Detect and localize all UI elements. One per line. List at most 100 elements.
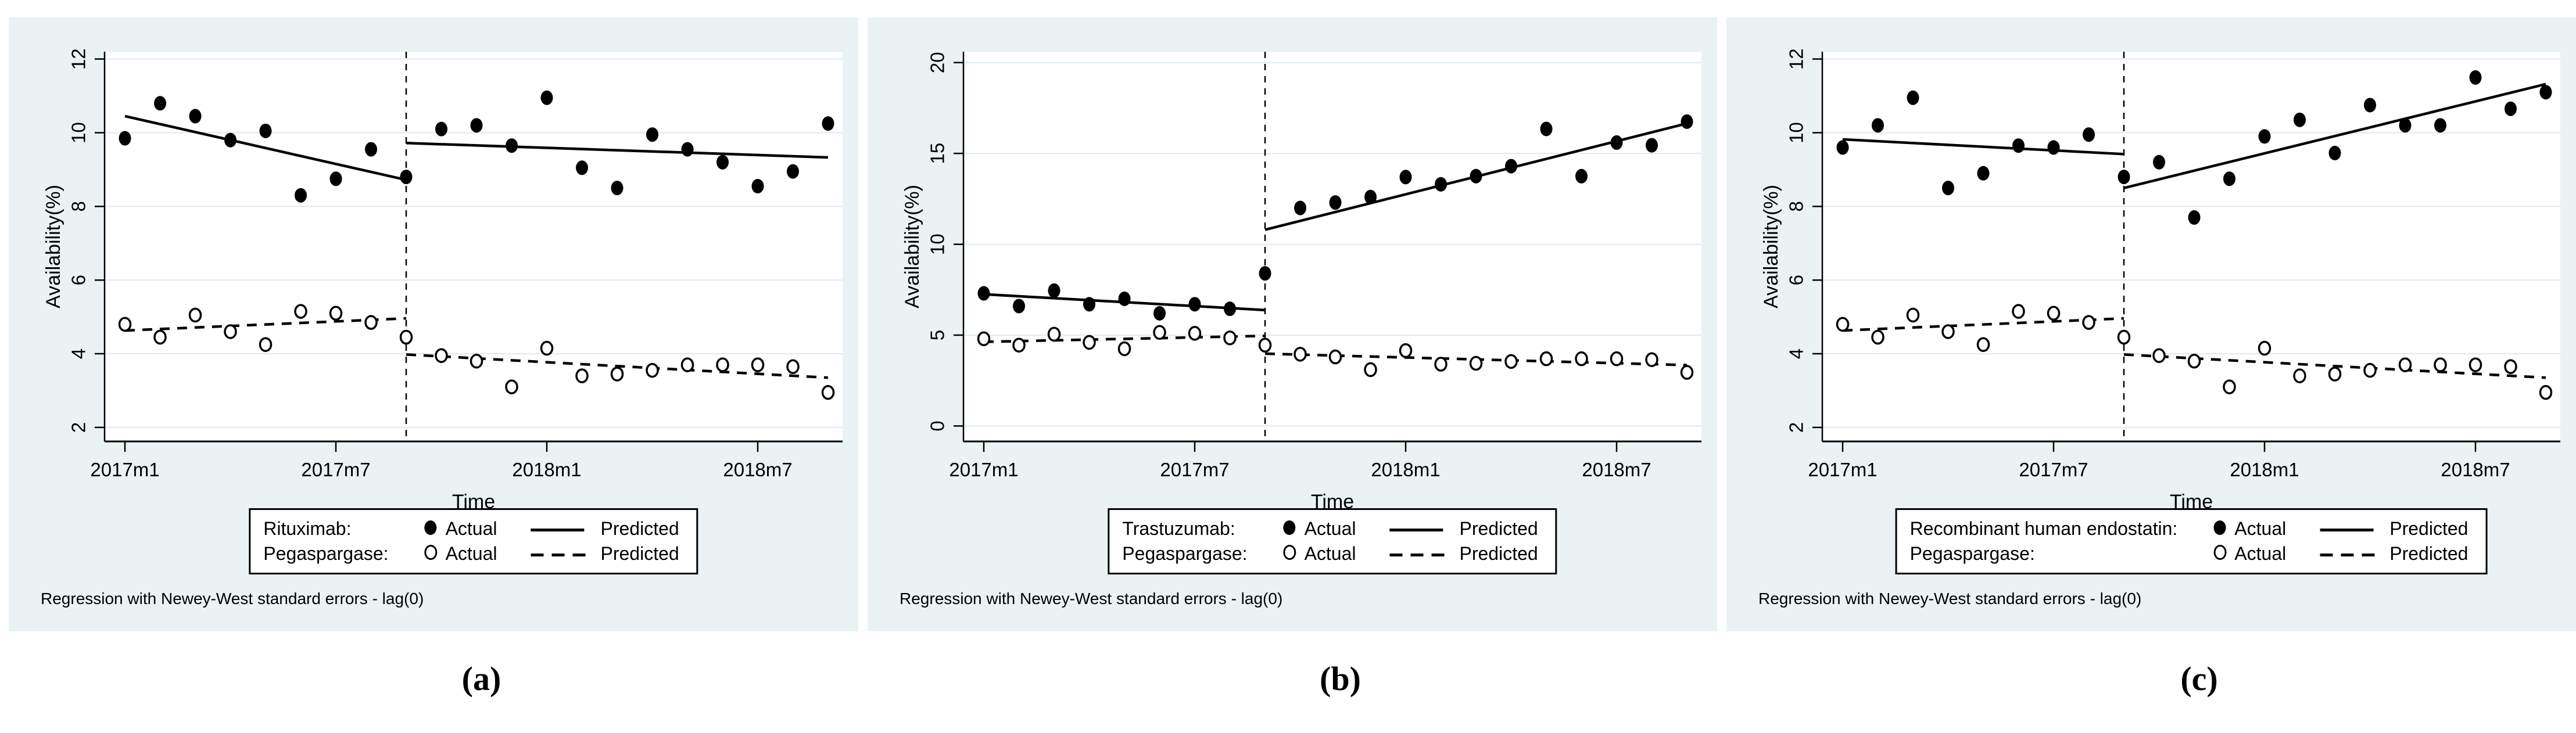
legend-box-c: Recombinant human endostatin: Actual Pre… [1895, 508, 2488, 574]
x-tick-label: 2018m1 [2230, 459, 2299, 480]
legend-row-drug1: Recombinant human endostatin: Actual Pre… [1910, 518, 2468, 540]
data-point-open [1083, 335, 1096, 350]
legend-actual-label: Actual [2234, 543, 2287, 564]
data-point-filled [1224, 301, 1236, 317]
data-point-open [716, 357, 729, 372]
data-point-filled [2328, 145, 2341, 160]
data-point-open [1610, 351, 1624, 366]
y-tick-label: 15 [927, 143, 948, 164]
data-point-filled [2083, 127, 2095, 142]
y-tick-label: 8 [68, 201, 89, 211]
data-point-open [188, 307, 202, 323]
data-point-filled [1329, 195, 1342, 210]
legend-row-drug1: Trastuzumab: Actual Predicted [1122, 518, 1538, 540]
data-point-open [2152, 348, 2166, 363]
data-point-open [505, 379, 518, 394]
x-tick-label: 2017m1 [90, 459, 159, 480]
data-point-filled [1188, 297, 1201, 312]
y-tick-label: 12 [1786, 48, 1807, 70]
legend-predicted-label: Predicted [600, 518, 679, 539]
y-tick-label: 12 [68, 48, 89, 70]
data-point-open [118, 317, 132, 332]
data-point-open [1012, 337, 1026, 353]
data-point-filled [1540, 121, 1553, 136]
panel-b: 0 5 10 15 20 2017m1 2017m7 2018m1 2018m7 Availabi… [868, 17, 1717, 631]
data-point-filled [1575, 168, 1588, 184]
data-point-filled [2469, 70, 2482, 85]
filled-circle-marker-icon [2213, 518, 2234, 540]
data-point-filled [1364, 189, 1377, 204]
regression-note: Regression with Newey-West standard erro… [1758, 590, 2142, 608]
data-point-filled [2258, 129, 2271, 144]
dashed-line-icon [531, 543, 601, 565]
data-point-filled [1294, 200, 1306, 215]
data-point-filled [1872, 118, 1884, 133]
plot-area [105, 52, 843, 441]
data-point-filled [365, 142, 377, 157]
y-axis-title: Availability(%) [901, 185, 923, 308]
data-point-filled [646, 127, 658, 142]
data-point-filled [470, 118, 483, 133]
data-point-open [2468, 357, 2482, 372]
data-point-open [821, 385, 835, 400]
data-point-open [2012, 304, 2025, 319]
data-point-filled [1610, 135, 1623, 150]
chart-a-svg: 2 4 6 8 10 12 2017m1 2017m7 2018m1 2018m7 Availabi… [42, 48, 843, 513]
y-tick-label: 2 [1786, 422, 1807, 433]
data-point-open [1258, 337, 1272, 353]
data-point-filled [435, 121, 447, 136]
data-point-open [1539, 351, 1553, 366]
data-point-filled [1977, 166, 1990, 181]
x-tick-label: 2018m1 [512, 459, 581, 480]
data-point-open [1047, 326, 1061, 342]
data-point-open [364, 315, 378, 330]
data-point-open [1223, 330, 1237, 346]
data-point-filled [2364, 98, 2376, 113]
plot-area [1822, 52, 2560, 441]
solid-line-icon [2320, 518, 2389, 540]
y-tick-label: 6 [1786, 275, 1807, 285]
y-axis-title: Availability(%) [42, 185, 65, 308]
data-point-open [153, 329, 167, 345]
caption-row: (a) (b) (c) [0, 659, 2576, 698]
y-tick-label: 6 [68, 275, 89, 285]
data-point-open [540, 340, 554, 356]
chart-c-svg: 2 4 6 8 10 12 2017m1 2017m7 2018m1 2018m7 Availabi… [1760, 48, 2560, 513]
x-tick-label: 2017m1 [1808, 459, 1877, 480]
legend-predicted-label: Predicted [2389, 543, 2468, 564]
dashed-line-icon [2320, 543, 2389, 565]
legend-drug1-name: Rituximab: [263, 518, 352, 539]
data-point-open [1153, 325, 1166, 340]
x-tick-label: 2017m7 [1160, 459, 1229, 480]
data-point-open [1294, 347, 1307, 362]
dashed-line-icon [1389, 543, 1460, 565]
legend-actual-label: Actual [445, 543, 497, 564]
data-point-open [1906, 307, 1920, 323]
data-point-filled [1836, 140, 1849, 155]
figure-panels: 2 4 6 8 10 12 2017m1 2017m7 2018m1 2018m7 Availabi… [9, 17, 2576, 631]
data-point-open [1645, 352, 1658, 367]
data-point-filled [2294, 112, 2306, 127]
data-point-open [399, 329, 413, 345]
legend-predicted-label: Predicted [1459, 518, 1538, 539]
data-point-filled [1083, 297, 1095, 312]
data-point-filled [1259, 266, 1271, 281]
caption-panel-a: (a) [461, 660, 501, 698]
predicted-line-pre-dashed [1842, 317, 2124, 332]
data-point-open [2363, 362, 2377, 378]
data-point-filled [977, 286, 990, 301]
data-point-open [2539, 385, 2553, 400]
solid-line-icon [1389, 518, 1460, 540]
predicted-line-post-solid [2123, 82, 2546, 189]
data-point-open [294, 304, 307, 319]
data-point-open [2117, 329, 2131, 345]
data-point-open [786, 359, 800, 375]
data-point-open [2434, 357, 2447, 372]
x-tick-label: 2018m7 [723, 459, 792, 480]
data-point-open [1836, 317, 1850, 332]
y-tick-label: 10 [68, 122, 89, 143]
predicted-line-pre-solid [124, 114, 407, 181]
y-tick-label: 5 [927, 330, 948, 340]
data-point-filled [259, 123, 272, 138]
legend-row-drug2: Pegaspargase: Actual Predicted [1910, 543, 2468, 565]
